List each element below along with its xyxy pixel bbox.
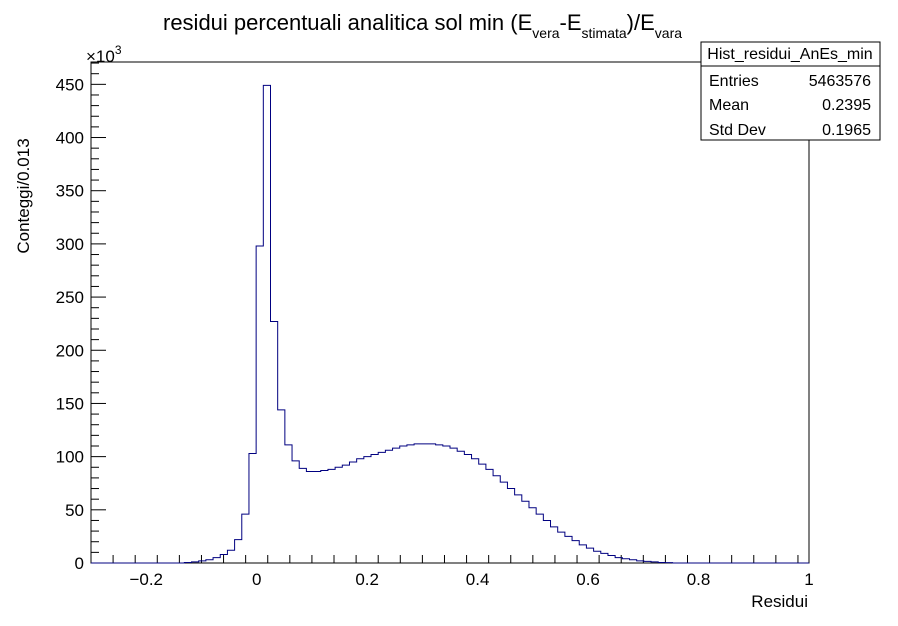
y-tick-label: 100: [56, 448, 84, 467]
stats-mean-label: Mean: [709, 97, 749, 114]
stats-entries-value: 5463576: [809, 73, 871, 90]
plot-frame: [90, 61, 810, 564]
stats-entries-label: Entries: [709, 73, 759, 90]
y-tick-label: 0: [75, 554, 84, 573]
y-tick-label: 350: [56, 182, 84, 201]
axis-ticks: [90, 62, 799, 564]
y-tick-label: 200: [56, 341, 84, 360]
y-tick-label: 400: [56, 129, 84, 148]
stats-title: Hist_residui_AnEs_min: [707, 46, 872, 63]
stats-stddev-value: 0.1965: [822, 122, 871, 139]
stats-box: Hist_residui_AnEs_min Entries 5463576 Me…: [700, 41, 881, 141]
x-tick-label: 1: [804, 570, 813, 589]
y-axis-label: Conteggi/0.013: [14, 138, 33, 253]
y-tick-labels: 0 50 100 150 200 250 300 350 400 450: [56, 75, 84, 573]
x-tick-label: 0.4: [466, 570, 490, 589]
y-tick-label: 50: [65, 501, 84, 520]
x-tick-label: 0: [252, 570, 261, 589]
x-tick-label: 0.2: [355, 570, 379, 589]
y-tick-label: 250: [56, 288, 84, 307]
stats-mean-value: 0.2395: [822, 97, 871, 114]
y-tick-label: 150: [56, 394, 84, 413]
histogram-series: [91, 84, 809, 564]
x-axis-label: Residui: [751, 592, 808, 611]
x-tick-label: 0.6: [576, 570, 600, 589]
y-tick-label: 300: [56, 235, 84, 254]
y-multiplier: ×103: [86, 43, 122, 66]
stats-stddev-label: Std Dev: [709, 122, 766, 139]
x-tick-label: 0.8: [687, 570, 711, 589]
chart-title: residui percentuali analitica sol min (E…: [163, 10, 682, 41]
x-tick-labels: −0.2 0 0.2 0.4 0.6 0.8 1: [129, 570, 813, 589]
x-tick-label: −0.2: [129, 570, 163, 589]
y-tick-label: 450: [56, 75, 84, 94]
